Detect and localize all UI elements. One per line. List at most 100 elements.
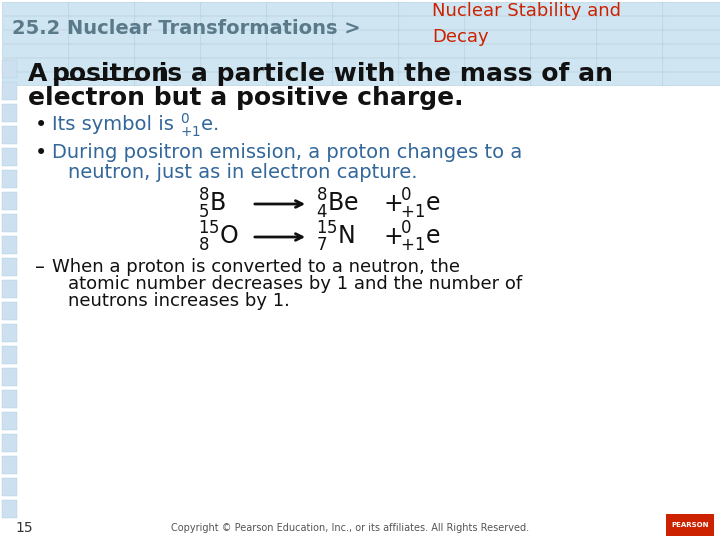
Bar: [200, 16, 268, 29]
Bar: [200, 30, 268, 43]
Bar: [2, 258, 17, 276]
Text: neutrons increases by 1.: neutrons increases by 1.: [68, 292, 290, 310]
Text: $\mathregular{^{8}_{4}}$Be: $\mathregular{^{8}_{4}}$Be: [316, 187, 359, 221]
Bar: [332, 2, 400, 15]
Text: +: +: [383, 192, 402, 216]
Text: –: –: [35, 258, 45, 276]
Bar: [200, 2, 268, 15]
Bar: [464, 16, 532, 29]
Bar: [134, 16, 202, 29]
Bar: [464, 44, 532, 57]
Bar: [2, 60, 17, 78]
Bar: [666, 514, 714, 536]
Bar: [662, 44, 720, 57]
Bar: [596, 16, 664, 29]
Text: A: A: [28, 62, 56, 86]
Bar: [2, 148, 17, 166]
Bar: [68, 16, 136, 29]
Bar: [266, 16, 334, 29]
Bar: [2, 346, 17, 364]
Bar: [68, 2, 136, 15]
Bar: [530, 30, 598, 43]
Bar: [200, 44, 268, 57]
Bar: [464, 30, 532, 43]
Bar: [530, 44, 598, 57]
Bar: [2, 324, 17, 342]
Bar: [596, 30, 664, 43]
Bar: [2, 412, 17, 430]
Text: $\mathregular{^{15}_{8}}$O: $\mathregular{^{15}_{8}}$O: [198, 220, 239, 254]
Bar: [2, 104, 17, 122]
Bar: [266, 58, 334, 71]
Bar: [134, 58, 202, 71]
Bar: [662, 16, 720, 29]
Bar: [266, 44, 334, 57]
Bar: [134, 44, 202, 57]
Bar: [398, 30, 466, 43]
Bar: [2, 456, 17, 474]
Bar: [2, 302, 17, 320]
Bar: [2, 368, 17, 386]
Text: •: •: [35, 143, 48, 163]
Bar: [266, 72, 334, 85]
Bar: [464, 72, 532, 85]
Text: $\mathregular{^{15}_{7}}$N: $\mathregular{^{15}_{7}}$N: [316, 220, 356, 254]
Text: 25.2 Nuclear Transformations >: 25.2 Nuclear Transformations >: [12, 18, 361, 37]
Bar: [398, 16, 466, 29]
Bar: [2, 236, 17, 254]
Bar: [2, 500, 17, 518]
Text: Its symbol is: Its symbol is: [52, 116, 180, 134]
Text: is a particle with the mass of an: is a particle with the mass of an: [150, 62, 613, 86]
Bar: [266, 30, 334, 43]
Bar: [398, 2, 466, 15]
Text: +: +: [383, 225, 402, 249]
Bar: [200, 58, 268, 71]
Text: When a proton is converted to a neutron, the: When a proton is converted to a neutron,…: [52, 258, 460, 276]
Bar: [596, 2, 664, 15]
Bar: [662, 30, 720, 43]
Bar: [2, 170, 17, 188]
Bar: [134, 2, 202, 15]
Bar: [68, 72, 136, 85]
Text: neutron, just as in electron capture.: neutron, just as in electron capture.: [68, 163, 418, 181]
Text: $\mathregular{^{0}_{+1}}$e.: $\mathregular{^{0}_{+1}}$e.: [180, 111, 219, 139]
Bar: [464, 2, 532, 15]
Bar: [2, 434, 17, 452]
Text: $\mathregular{^{8}_{5}}$B: $\mathregular{^{8}_{5}}$B: [198, 187, 226, 221]
Bar: [2, 2, 70, 15]
Bar: [134, 30, 202, 43]
Bar: [200, 72, 268, 85]
Bar: [2, 280, 17, 298]
Bar: [2, 58, 70, 71]
Bar: [68, 44, 136, 57]
Text: atomic number decreases by 1 and the number of: atomic number decreases by 1 and the num…: [68, 275, 522, 293]
Text: During positron emission, a proton changes to a: During positron emission, a proton chang…: [52, 144, 522, 163]
Bar: [2, 82, 17, 100]
Text: $\mathregular{^{0}_{+1}}$e: $\mathregular{^{0}_{+1}}$e: [400, 220, 441, 254]
Bar: [398, 44, 466, 57]
Text: 15: 15: [15, 521, 32, 535]
Bar: [662, 2, 720, 15]
Bar: [2, 192, 17, 210]
Bar: [530, 58, 598, 71]
Bar: [332, 72, 400, 85]
Bar: [2, 478, 17, 496]
Bar: [398, 72, 466, 85]
Bar: [662, 72, 720, 85]
Bar: [266, 2, 334, 15]
Bar: [530, 16, 598, 29]
Bar: [596, 72, 664, 85]
Text: Nuclear Stability and
Decay: Nuclear Stability and Decay: [432, 3, 621, 45]
Bar: [2, 214, 17, 232]
Bar: [68, 58, 136, 71]
Text: positron: positron: [52, 62, 170, 86]
Bar: [332, 58, 400, 71]
Bar: [2, 30, 70, 43]
Bar: [134, 72, 202, 85]
Text: electron but a positive charge.: electron but a positive charge.: [28, 86, 464, 110]
Bar: [2, 44, 70, 57]
Bar: [332, 16, 400, 29]
Bar: [596, 44, 664, 57]
Bar: [2, 72, 70, 85]
Bar: [2, 16, 70, 29]
